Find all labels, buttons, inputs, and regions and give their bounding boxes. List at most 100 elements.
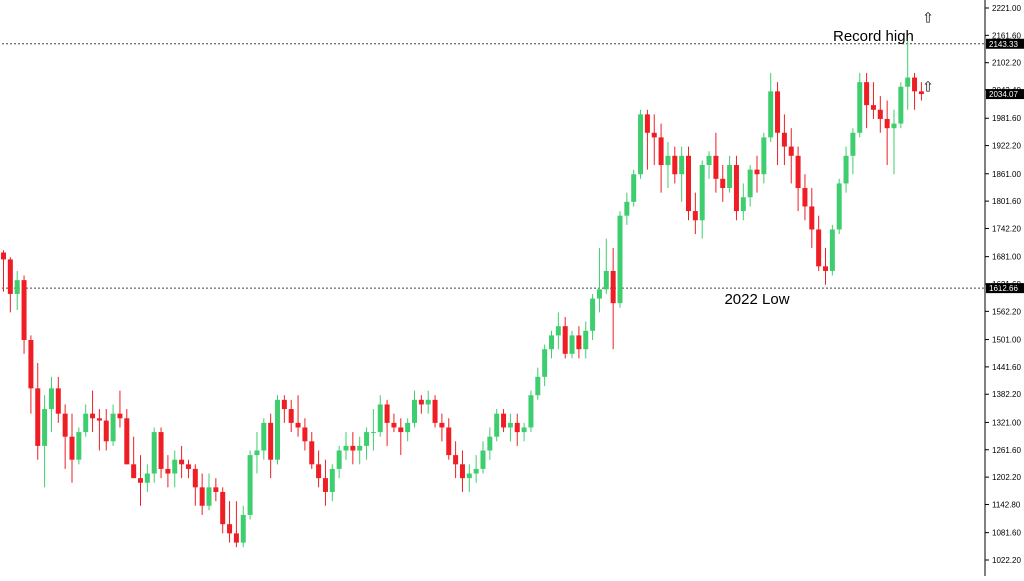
candle-body: [870, 105, 876, 110]
candle-body: [651, 132, 657, 138]
candle-up: [336, 445, 342, 479]
candle-body: [562, 326, 568, 354]
candle-up: [370, 409, 376, 451]
candle-body: [384, 404, 390, 423]
candle-up: [240, 505, 246, 548]
candle-body: [555, 326, 561, 336]
candle-body: [418, 399, 424, 405]
candle-body: [124, 418, 130, 465]
candle-body: [206, 487, 212, 506]
candle-down: [733, 155, 739, 221]
candle-down: [658, 123, 664, 193]
candle-up: [247, 450, 253, 520]
candle-body: [850, 132, 856, 156]
candle-body: [309, 441, 315, 465]
candle-down: [453, 441, 459, 479]
candle-body: [898, 86, 904, 124]
candle-body: [775, 91, 781, 133]
up-arrow-icon: ⇧: [922, 10, 934, 26]
candle-down: [877, 95, 883, 133]
candle-down: [288, 399, 294, 433]
candle-up: [638, 109, 644, 179]
candle-up: [679, 146, 685, 202]
candle-body: [590, 298, 596, 331]
candle-body: [576, 335, 582, 350]
candle-body: [912, 77, 918, 92]
y-tick-label: 1261.60: [992, 446, 1021, 455]
candle-body: [55, 388, 61, 414]
candle-body: [185, 464, 191, 469]
candle-down: [418, 395, 424, 414]
level-price-label: 2143.33: [989, 40, 1018, 49]
candle-down: [775, 82, 781, 166]
candle-down: [788, 128, 794, 184]
candle-body: [83, 413, 89, 433]
candle-down: [322, 459, 328, 506]
candle-body: [542, 349, 548, 377]
candle-body: [213, 487, 219, 492]
y-tick-label: 1202.20: [992, 473, 1021, 482]
candle-body: [603, 270, 609, 290]
candle-down: [7, 257, 13, 313]
candle-down: [432, 395, 438, 428]
candle-down: [213, 478, 219, 502]
candle-body: [768, 91, 774, 138]
candle-body: [473, 468, 479, 474]
candle-body: [720, 178, 726, 189]
candle-up: [596, 247, 602, 313]
candle-up: [76, 427, 82, 465]
candle-down: [864, 72, 870, 129]
candle-up: [857, 72, 863, 138]
level-lines-layer: 2143.33 1612.66: [2, 38, 1024, 294]
candle-body: [110, 413, 116, 442]
candle-body: [439, 422, 445, 428]
candle-body: [535, 376, 541, 396]
candle-up: [761, 132, 767, 184]
annotation-label: 2022 Low: [724, 291, 789, 308]
candle-down: [185, 459, 191, 479]
candle-body: [617, 215, 623, 304]
candle-body: [172, 459, 178, 474]
y-tick-label: 2102.20: [992, 59, 1021, 68]
y-tick-label: 2221.00: [992, 4, 1021, 13]
candle-body: [254, 450, 260, 456]
candle-up: [357, 436, 363, 465]
candle-down: [781, 114, 787, 166]
candle-body: [884, 118, 890, 129]
candle-down: [809, 188, 815, 248]
candle-up: [494, 409, 500, 442]
candle-body: [302, 427, 308, 442]
candle-body: [391, 422, 397, 428]
candle-up: [377, 395, 383, 437]
candle-up: [665, 141, 671, 189]
candle-body: [69, 436, 75, 460]
candle-body: [62, 413, 68, 437]
candle-body: [809, 206, 815, 230]
candle-body: [459, 464, 465, 479]
candle-down: [754, 155, 760, 193]
candle-up: [110, 404, 116, 446]
candle-up: [144, 464, 150, 492]
y-tick-label: 1501.00: [992, 336, 1021, 345]
candle-body: [220, 491, 226, 525]
candle-up: [740, 183, 746, 221]
candle-body: [665, 155, 671, 166]
candle-up: [507, 413, 513, 442]
candle-body: [275, 399, 280, 460]
candle-body: [514, 422, 520, 433]
candle-down: [672, 146, 678, 184]
candle-body: [816, 229, 822, 267]
price-axis: 2221.002161.602102.202043.401981.601922.…: [984, 0, 1024, 576]
candle-up: [364, 427, 370, 460]
candle-body: [829, 229, 835, 271]
candle-body: [857, 82, 863, 133]
candle-down: [69, 413, 75, 483]
candle-body: [21, 280, 27, 340]
candle-down: [90, 390, 96, 433]
y-tick-label: 1321.00: [992, 418, 1021, 427]
candle-body: [733, 165, 739, 212]
candle-up: [624, 192, 630, 225]
candle-body: [48, 388, 54, 410]
candle-body: [823, 266, 828, 271]
